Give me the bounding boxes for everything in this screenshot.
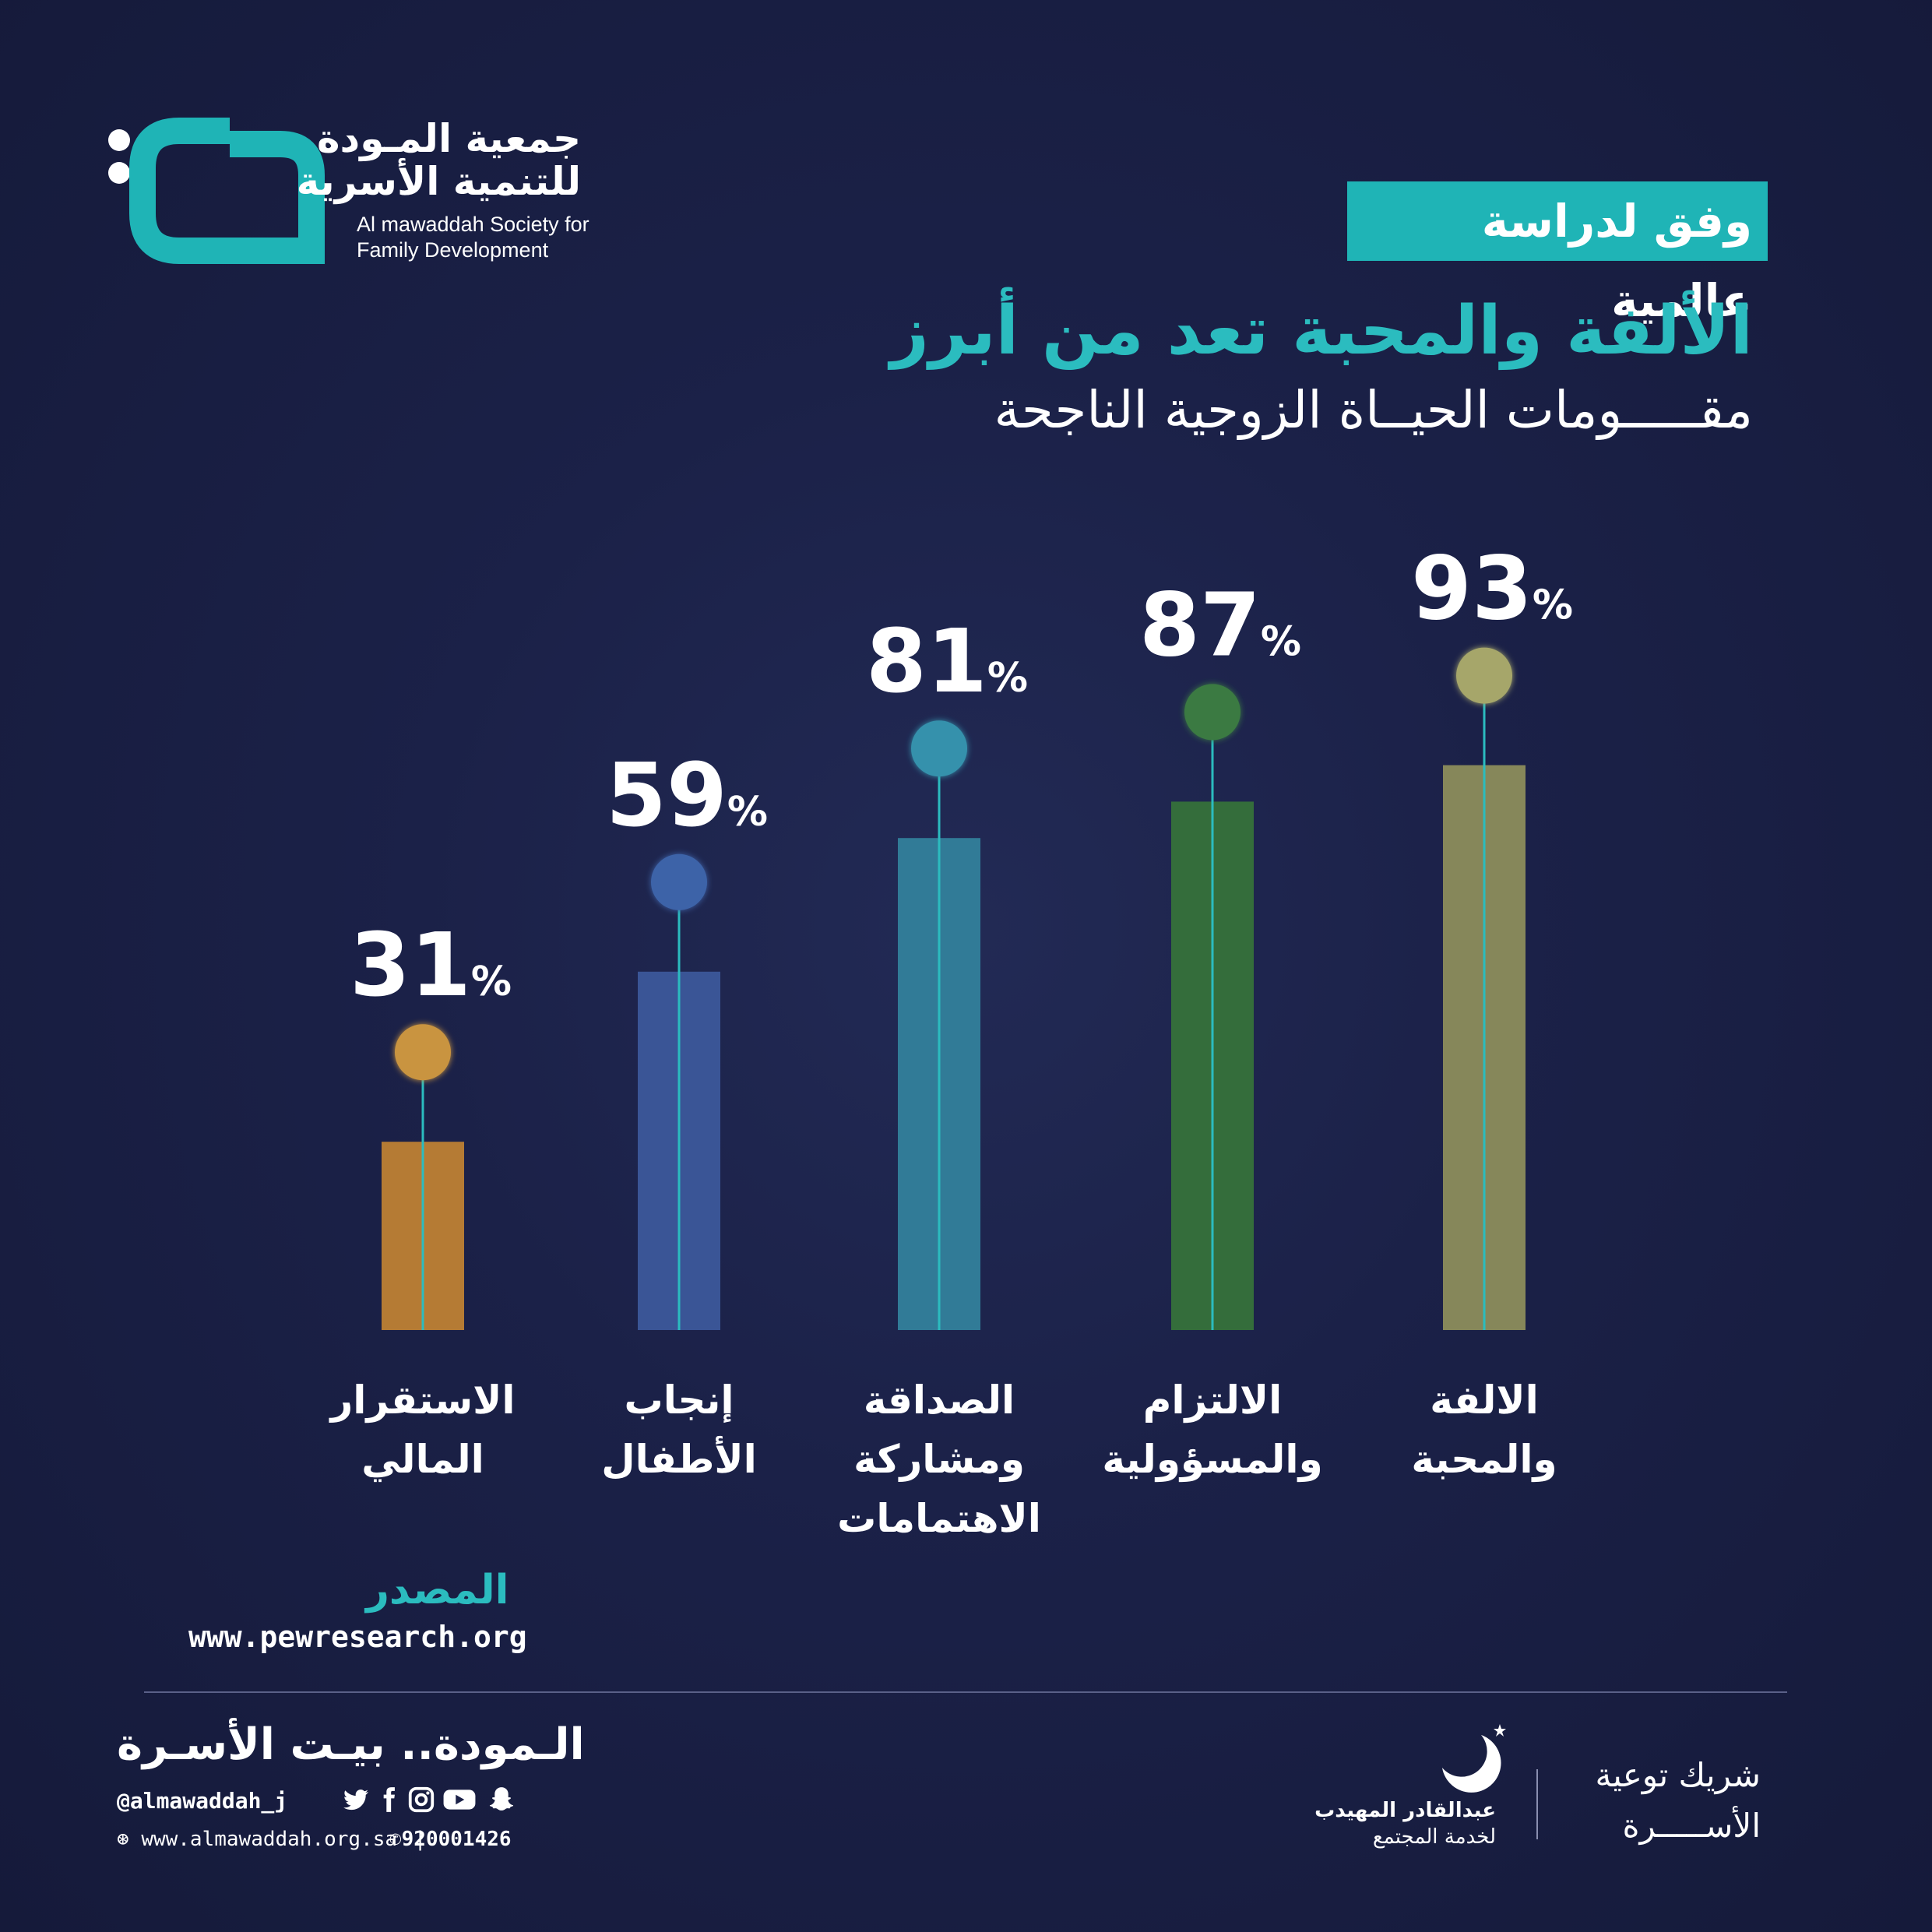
category-label-line: والمسؤولية — [1102, 1437, 1323, 1482]
footer-slogan: الـمودة.. بيـت الأسـرة — [117, 1719, 585, 1770]
value-label-3: 81% — [866, 611, 1028, 713]
phone-text: 920001426 — [401, 1828, 512, 1851]
phone-icon: ✆ — [389, 1828, 402, 1851]
category-label-line: ومشاركة — [853, 1437, 1025, 1482]
org-name-en-line1: Al mawaddah Society for — [357, 213, 589, 236]
value-number: 59 — [606, 745, 727, 846]
bar-dot-2 — [651, 853, 707, 910]
category-label-line: المالي — [361, 1437, 484, 1482]
category-label-3: الصداقة ومشاركة الاهتمامات — [807, 1371, 1072, 1548]
category-label-line: الالتزام — [1142, 1378, 1283, 1423]
category-label-line: إنجاب — [624, 1378, 734, 1423]
org-name-ar-line2: للتنمية الأسرية — [296, 159, 581, 204]
value-label-1: 31% — [350, 915, 512, 1016]
phone-link[interactable]: ✆920001426 — [389, 1828, 512, 1851]
social-handle[interactable]: @almawaddah_j — [117, 1788, 288, 1814]
sponsor-name: عبدالقادر المهيدب — [1314, 1799, 1496, 1822]
category-label-line: والمحبة — [1411, 1437, 1557, 1482]
footer-divider — [144, 1691, 1787, 1693]
value-number: 31 — [350, 915, 471, 1016]
value-percent-sign: % — [1261, 618, 1301, 665]
value-number: 93 — [1411, 539, 1533, 640]
footer-vertical-divider — [1536, 1769, 1538, 1839]
bar-dot-4 — [1184, 684, 1240, 741]
value-percent-sign: % — [471, 959, 512, 1005]
partner-label-line2: الأســـــرة — [1622, 1807, 1761, 1845]
page-subtitle: مقـــــومات الحيــاة الزوجية الناجحة — [994, 380, 1753, 440]
page-title: الألفة والمحبة تعد من أبرز — [890, 292, 1753, 370]
website-link[interactable]: ⊛ www.almawaddah.org.sa | — [117, 1828, 426, 1851]
tagline-text: وفق لدراسة عالمية — [1481, 195, 1752, 327]
source-label: المصدر — [366, 1567, 509, 1614]
category-label-line: الاهتمامات — [837, 1496, 1041, 1541]
website-text: www.almawaddah.org.sa — [141, 1828, 398, 1851]
category-label-5: الالفة والمحبة — [1352, 1371, 1617, 1489]
tagline-badge: وفق لدراسة عالمية — [1347, 181, 1768, 327]
partner-label-line1: شريك توعية — [1595, 1756, 1761, 1794]
youtube-icon[interactable] — [442, 1785, 477, 1814]
globe-icon: ⊛ — [117, 1828, 129, 1851]
org-logo-icon — [108, 118, 325, 264]
category-label-line: الصداقة — [863, 1378, 1015, 1423]
snapchat-icon[interactable] — [487, 1785, 516, 1814]
value-number: 87 — [1139, 575, 1261, 676]
category-label-1: الاستقرار المالي — [290, 1371, 555, 1489]
twitter-icon[interactable] — [341, 1785, 371, 1814]
category-label-line: الالفة — [1430, 1378, 1539, 1423]
category-label-4: الالتزام والمسؤولية — [1080, 1371, 1345, 1489]
value-percent-sign: % — [987, 655, 1028, 702]
org-name-ar-line1: جمعية المـودة — [317, 116, 581, 161]
category-label-line: الاستقرار — [330, 1378, 516, 1423]
value-label-2: 59% — [606, 745, 768, 846]
value-label-5: 93% — [1411, 539, 1573, 640]
bar-dot-1 — [395, 1024, 451, 1081]
value-percent-sign: % — [727, 789, 768, 836]
value-percent-sign: % — [1533, 582, 1573, 629]
bar-dot-5 — [1456, 647, 1512, 704]
source-link[interactable]: www.pewresearch.org — [188, 1620, 527, 1654]
org-name-en-line2: Family Development — [357, 238, 549, 262]
bar-dot-3 — [911, 720, 967, 777]
category-label-line: الأطفال — [601, 1437, 757, 1482]
facebook-icon[interactable] — [374, 1785, 403, 1814]
value-number: 81 — [866, 611, 987, 713]
value-label-4: 87% — [1139, 575, 1301, 676]
sponsor-moon-icon — [1442, 1724, 1506, 1793]
footer-separator: | — [413, 1828, 427, 1851]
instagram-icon[interactable] — [406, 1785, 436, 1814]
sponsor-subtitle: لخدمة المجتمع — [1372, 1825, 1496, 1849]
category-label-2: إنجاب الأطفال — [547, 1371, 811, 1489]
